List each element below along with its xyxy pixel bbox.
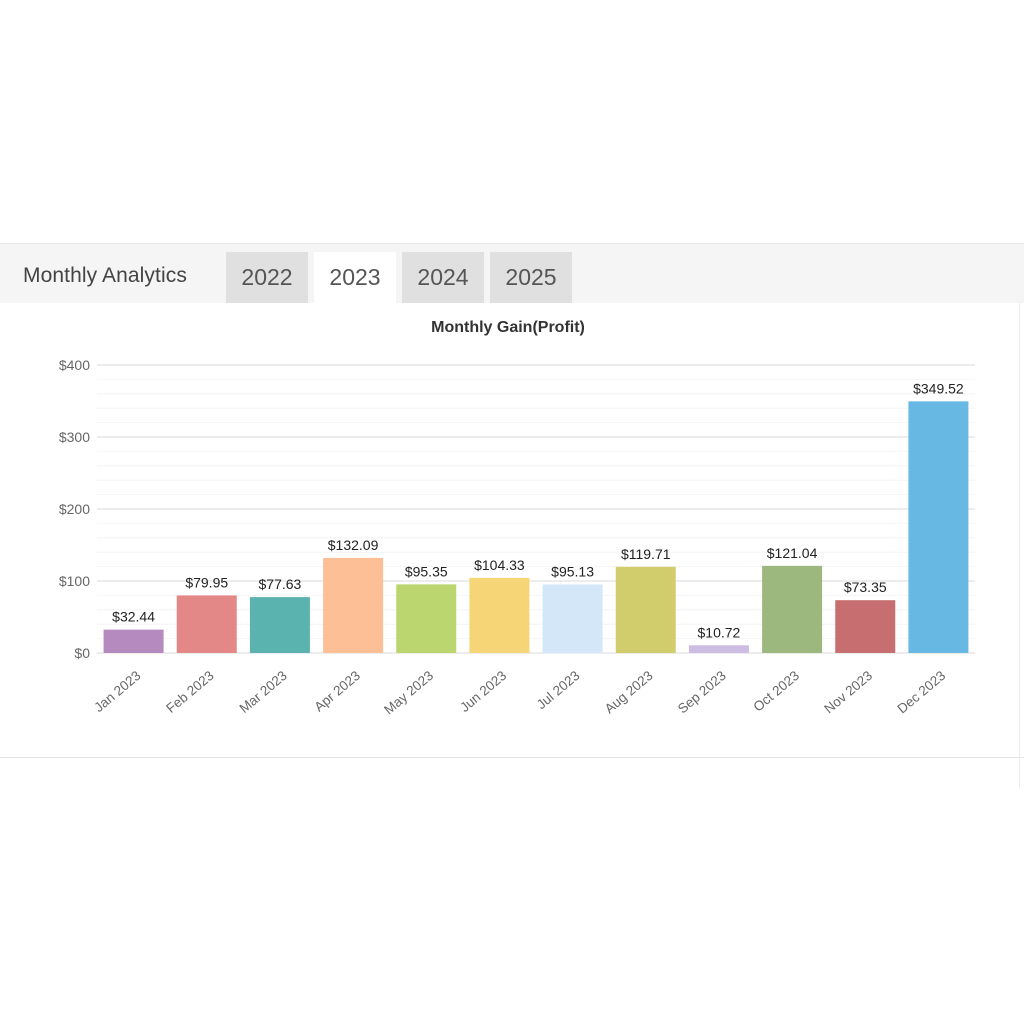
bar <box>469 577 530 653</box>
x-tick-label: May 2023 <box>381 668 436 718</box>
chart-title: Monthly Gain(Profit) <box>431 319 585 336</box>
x-tick-label: Mar 2023 <box>237 668 290 716</box>
x-tick-label: Nov 2023 <box>821 668 875 717</box>
bar <box>688 645 749 653</box>
bar <box>249 597 310 653</box>
tab-2024[interactable]: 2024 <box>402 252 484 304</box>
bar-value-label: $104.33 <box>474 557 525 573</box>
x-tick-label: Jun 2023 <box>457 668 509 715</box>
bar <box>908 401 969 653</box>
bar-value-label: $121.04 <box>767 545 818 561</box>
bar-value-label: $79.95 <box>185 574 228 590</box>
bar <box>176 595 237 653</box>
bar <box>103 629 164 653</box>
y-tick-label: $200 <box>59 501 90 517</box>
bar <box>615 566 676 653</box>
x-tick-label: Oct 2023 <box>750 668 802 715</box>
monthly-gain-chart: Monthly Gain(Profit) $0 $100 $200 $300 $400 $… <box>59 319 975 718</box>
bar-value-label: $95.35 <box>405 563 448 579</box>
x-tick-label: Jul 2023 <box>534 668 583 712</box>
tab-2025[interactable]: 2025 <box>490 252 572 304</box>
bar-value-label: $349.52 <box>913 380 964 396</box>
y-tick-label: $100 <box>59 573 90 589</box>
x-tick-label: Aug 2023 <box>602 668 656 717</box>
y-tick-label: $400 <box>59 357 90 373</box>
widget-title: Monthly Analytics <box>23 264 187 287</box>
x-tick-label: Feb 2023 <box>163 668 216 716</box>
bar <box>542 584 603 653</box>
monthly-analytics-widget: Monthly Analytics 2022 2023 2024 2025 Mo… <box>0 243 1024 788</box>
bar-value-label: $132.09 <box>328 537 379 553</box>
bar-value-label: $73.35 <box>844 579 887 595</box>
x-tick-label: Sep 2023 <box>675 668 729 717</box>
y-tick-label: $0 <box>74 645 90 661</box>
x-tick-label: Jan 2023 <box>91 668 143 715</box>
bar-value-label: $10.72 <box>698 624 741 640</box>
tab-2022[interactable]: 2022 <box>226 252 308 304</box>
bar-value-label: $119.71 <box>621 546 671 562</box>
bar-value-label: $32.44 <box>112 609 155 625</box>
x-tick-label: Dec 2023 <box>894 668 948 717</box>
bar <box>835 600 896 653</box>
x-tick-label: Apr 2023 <box>311 668 363 715</box>
bar <box>323 557 384 653</box>
tab-2023[interactable]: 2023 <box>314 252 396 304</box>
bar <box>762 565 823 653</box>
y-tick-label: $300 <box>59 429 90 445</box>
bar-value-label: $95.13 <box>551 564 594 580</box>
bar-value-label: $77.63 <box>259 576 302 592</box>
bar <box>396 584 457 653</box>
chart-area: Monthly Gain(Profit) $0 $100 $200 $300 $400 $… <box>0 303 1024 758</box>
tab-bar: Monthly Analytics 2022 2023 2024 2025 <box>0 243 1024 304</box>
panel-edge <box>1019 303 1020 788</box>
